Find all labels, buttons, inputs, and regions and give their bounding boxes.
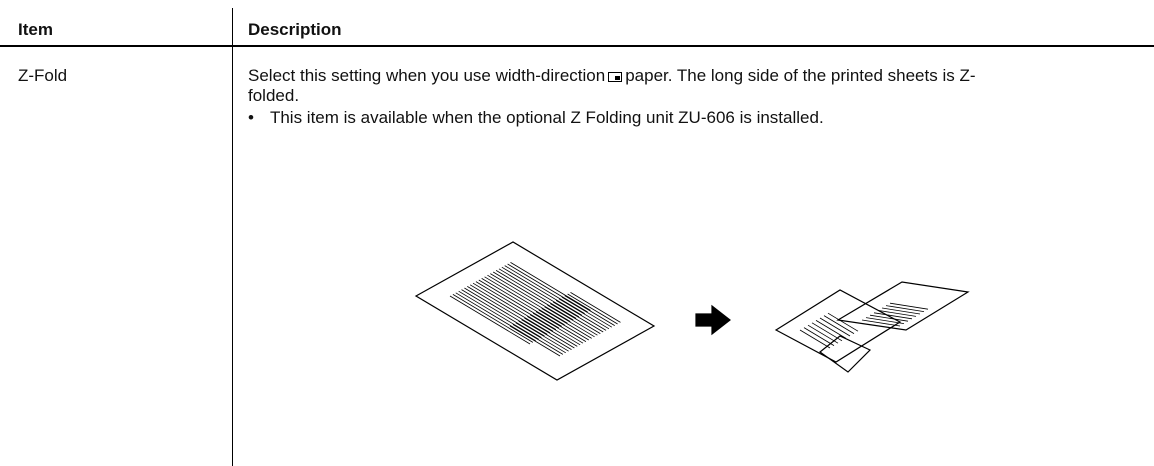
text-line <box>509 325 561 357</box>
text-line <box>881 307 921 315</box>
text-line <box>807 324 839 344</box>
header-rule <box>0 45 1154 47</box>
text-line <box>469 284 551 334</box>
text-line <box>873 312 913 320</box>
column-divider <box>232 8 233 466</box>
text-line <box>815 320 847 339</box>
text-line <box>550 303 601 334</box>
text-line <box>555 300 607 331</box>
text-line <box>458 290 539 340</box>
folded-back <box>774 289 902 363</box>
text-line <box>467 286 548 335</box>
paper-icon <box>608 72 623 82</box>
text-line <box>495 270 577 319</box>
description-text: paper. The long side of the printed shee… <box>248 66 976 105</box>
text-line <box>567 293 618 325</box>
arrow <box>695 304 731 336</box>
text-line <box>865 317 905 324</box>
folded-top <box>836 281 970 331</box>
sheet-lines <box>449 262 621 357</box>
folded-lines <box>799 302 929 349</box>
description-cell: Select this setting when you use width-d… <box>248 66 978 128</box>
text-line <box>861 319 901 327</box>
text-line <box>535 311 587 342</box>
text-line <box>515 322 566 354</box>
text-line <box>524 317 575 349</box>
text-line <box>475 281 557 330</box>
text-line <box>449 295 531 345</box>
text-line <box>558 298 610 330</box>
text-line <box>527 316 578 347</box>
text-line <box>484 276 565 326</box>
header-item: Item <box>18 20 53 39</box>
text-line <box>529 314 581 346</box>
text-line <box>512 324 564 355</box>
text-line <box>827 312 859 332</box>
bullet-text: This item is available when the optional… <box>269 108 824 127</box>
text-line <box>492 271 574 321</box>
item-cell: Z-Fold <box>18 66 68 85</box>
text-line <box>487 274 568 324</box>
text-line <box>455 292 536 342</box>
flat-sheet <box>414 241 656 381</box>
folded-corner <box>819 335 872 373</box>
text-line <box>501 266 583 316</box>
text-line <box>819 317 851 337</box>
text-line <box>498 268 580 318</box>
text-line <box>464 287 545 337</box>
text-line <box>452 294 534 343</box>
text-line <box>504 265 585 314</box>
text-line <box>507 263 588 313</box>
text-line <box>538 309 590 341</box>
text-line <box>799 329 831 349</box>
text-line <box>885 305 925 312</box>
text-line <box>481 278 562 327</box>
text-line <box>547 304 598 336</box>
text-line <box>510 262 591 311</box>
text-line <box>823 315 855 334</box>
text-line <box>869 314 909 322</box>
text-line <box>518 320 569 352</box>
text-line <box>811 322 843 342</box>
text-line <box>532 312 584 344</box>
text-line <box>552 301 604 333</box>
text-line <box>570 292 621 323</box>
text-line <box>877 310 917 317</box>
text-line <box>541 308 592 339</box>
text-line <box>889 302 929 310</box>
text-line <box>521 319 572 350</box>
text-line <box>472 282 554 332</box>
text-line <box>561 296 613 328</box>
bullet-item: • This item is available when the optiona… <box>248 108 978 128</box>
text-line <box>564 295 615 326</box>
text-line <box>490 273 571 322</box>
text-line <box>544 306 595 338</box>
text-line <box>478 279 560 329</box>
text-line <box>803 327 835 346</box>
text-line <box>461 289 542 338</box>
description-text: Select this setting when you use width-d… <box>248 66 606 85</box>
header-description: Description <box>248 20 342 39</box>
bullet: • <box>248 108 254 127</box>
